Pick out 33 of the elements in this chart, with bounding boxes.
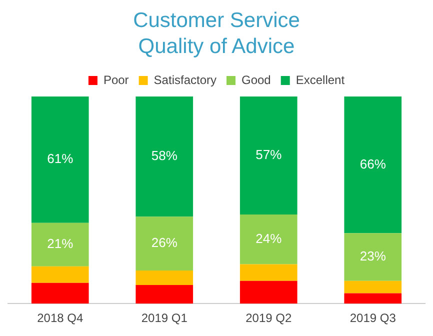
x-tick-label: 2018 Q4 (37, 311, 84, 326)
x-tick-label: 2019 Q1 (141, 311, 188, 326)
chart-title: Customer Service Quality of Advice (133, 8, 300, 58)
legend-label: Poor (103, 72, 129, 87)
bar (344, 96, 402, 234)
bar (344, 293, 402, 304)
data-label: 66% (360, 156, 386, 172)
bar (136, 270, 194, 285)
legend-label: Satisfactory (154, 72, 217, 87)
data-label: 21% (47, 236, 74, 252)
bar (240, 264, 298, 281)
bar (31, 266, 89, 283)
bar (344, 280, 402, 294)
data-label: 58% (151, 148, 178, 164)
bar (136, 284, 194, 304)
bar (240, 96, 298, 215)
bar (31, 96, 89, 223)
bar (136, 96, 194, 217)
data-label: 61% (47, 151, 74, 166)
x-tick-label: 2019 Q2 (246, 311, 292, 326)
bar (240, 214, 298, 264)
bar (136, 216, 194, 270)
bar (240, 280, 298, 304)
bar (31, 222, 89, 266)
data-label: 24% (256, 230, 282, 246)
data-label: 57% (256, 147, 282, 162)
data-label: 26% (151, 235, 178, 250)
bar (31, 282, 89, 304)
legend-label: Good (241, 72, 271, 87)
x-tick-label: 2019 Q3 (350, 311, 396, 326)
data-label: 23% (360, 248, 386, 264)
bar (344, 233, 402, 281)
legend-label: Excellent (296, 72, 346, 87)
